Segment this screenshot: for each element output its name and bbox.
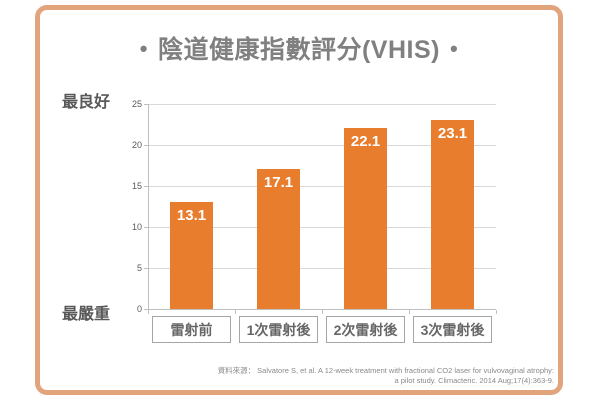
y-tick-label: 15 [131,181,142,191]
y-tick-mark [144,104,148,105]
x-category-label: 3次雷射後 [413,316,492,343]
x-tick-mark [409,310,410,314]
y-tick-mark [144,145,148,146]
y-gridline [148,227,496,228]
y-gridline [148,145,496,146]
x-tick-mark [235,310,236,314]
y-gridline [148,186,496,187]
source-citation: 資料來源： Salvatore S, et al. A 12-week trea… [214,366,554,386]
y-tick-mark [144,309,148,310]
y-axis-best-label: 最良好 [62,94,111,111]
data-bar [431,119,474,309]
y-tick-mark [144,186,148,187]
x-tick-mark [148,310,149,314]
source-citation-line1: 資料來源： Salvatore S, et al. A 12-week trea… [217,366,554,375]
chart-title: • 陰道健康指數評分(VHIS) • [35,30,563,66]
bar-value-label: 23.1 [437,124,468,142]
x-tick-mark [322,310,323,314]
y-tick-label: 25 [131,99,142,109]
chart-title-text: 陰道健康指數評分(VHIS) [157,36,440,64]
x-category-label: 1次雷射後 [239,316,318,343]
bar-value-label: 17.1 [263,173,294,191]
y-axis-worst-label: 最嚴重 [62,306,111,323]
x-category-label: 雷射前 [152,316,231,343]
x-category-label: 2次雷射後 [326,316,405,343]
y-gridline [148,104,496,105]
y-tick-label: 20 [131,140,142,150]
y-gridline [148,268,496,269]
bar-value-label: 13.1 [176,206,207,224]
title-bullet-left-icon: • [139,36,148,61]
x-tick-mark [496,310,497,314]
y-tick-label: 5 [136,263,142,273]
y-axis-line [148,104,149,309]
y-tick-label: 10 [131,222,142,232]
y-tick-label: 0 [136,304,142,314]
source-citation-line2: a pilot study. Climacteric. 2014 Aug;17(… [394,376,554,385]
data-bar [257,168,300,309]
x-axis-line [148,309,496,310]
y-tick-mark [144,268,148,269]
title-bullet-right-icon: • [450,36,459,61]
data-bar [344,127,387,309]
y-tick-mark [144,227,148,228]
data-bar [170,201,213,309]
bar-value-label: 22.1 [350,132,381,150]
